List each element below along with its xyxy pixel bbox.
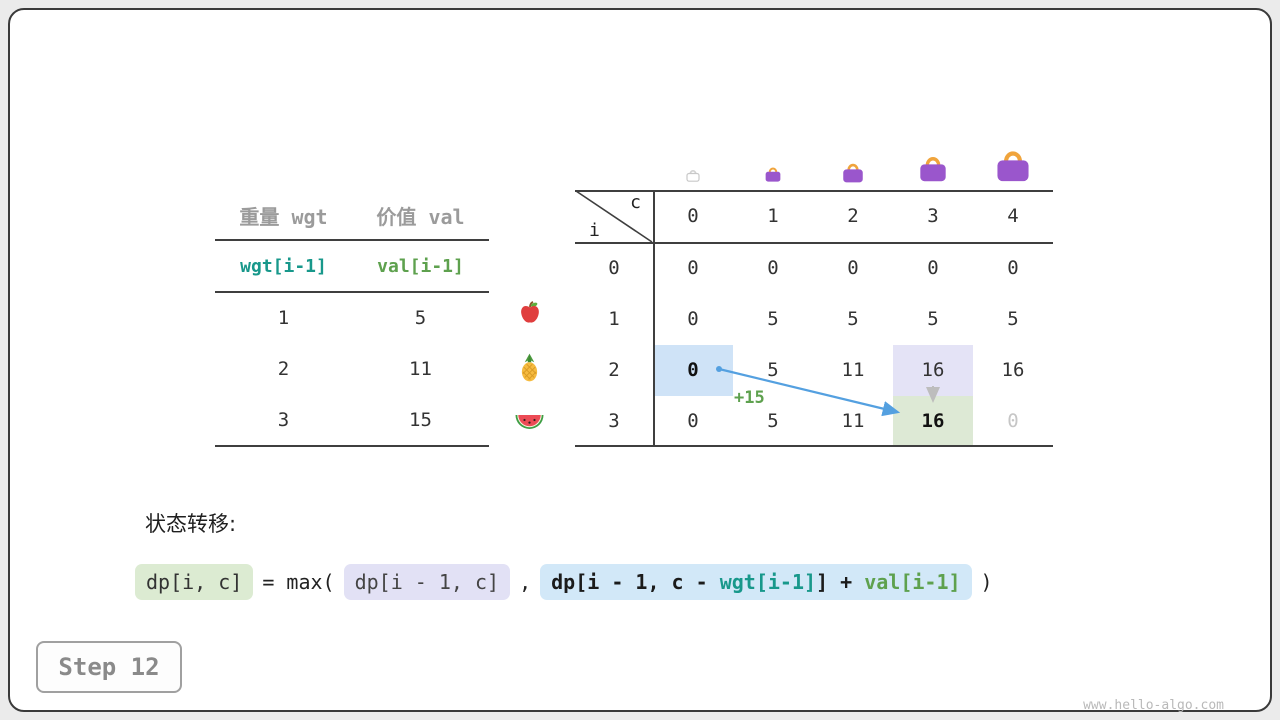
corner-cell: c i <box>575 190 653 243</box>
dp-cell: 5 <box>1007 308 1019 330</box>
row-variable-label: i <box>589 220 600 241</box>
dp-cell: 0 <box>687 257 699 279</box>
divider <box>215 445 489 447</box>
dp-col-header: 3 <box>927 205 939 227</box>
option2-middle: ] + <box>816 570 865 594</box>
pineapple-icon <box>521 353 538 382</box>
step-badge: Step 12 <box>36 641 182 693</box>
item-value: 5 <box>414 306 427 329</box>
dp-cell: 0 <box>847 257 859 279</box>
dp-cell: 5 <box>767 410 779 432</box>
bag-icon-medium <box>843 163 863 183</box>
transition-formula: dp[i, c] = max( dp[i - 1, c] , dp[i - 1,… <box>135 560 993 604</box>
dp-table: c i 0 1 2 3 4 0 1 2 3 0 0 0 0 0 0 5 5 5 <box>575 190 1053 447</box>
divider <box>215 239 489 241</box>
wgt-formula-label: wgt[i-1] <box>240 255 327 277</box>
dp-cell: 0 <box>687 410 699 432</box>
formula-option1-chip: dp[i - 1, c] <box>343 564 511 600</box>
highlight-cell-current <box>893 396 973 447</box>
dp-data-row: 0 5 5 5 5 <box>653 294 1053 345</box>
bag-icon-large <box>920 157 946 182</box>
dp-col-header: 4 <box>1007 205 1019 227</box>
dp-row-header: 1 <box>608 308 620 330</box>
watermelon-icon <box>515 415 544 429</box>
divider <box>575 190 1053 192</box>
apple-icon <box>521 301 539 323</box>
item-row: 2 11 <box>215 343 489 394</box>
divider <box>215 291 489 293</box>
divider <box>575 445 1053 447</box>
formula-lhs-chip: dp[i, c] <box>135 564 254 600</box>
formula-equals-max: = max( <box>262 570 335 594</box>
watermark: www.hello-algo.com <box>1083 698 1224 713</box>
items-table: 重量 wgt 价值 val wgt[i-1] val[i-1] 1 5 2 11… <box>215 190 489 447</box>
val-formula-label: val[i-1] <box>377 255 464 277</box>
dp-cell: 5 <box>847 308 859 330</box>
bag-icon-small <box>765 167 781 182</box>
dp-row-header: 3 <box>608 410 620 432</box>
dp-cell: 11 <box>841 359 865 381</box>
weight-column-header: 重量 wgt <box>239 204 328 229</box>
option2-prefix: dp[i - 1, c - <box>551 570 720 594</box>
value-column-header: 价值 val <box>376 204 465 229</box>
col-variable-label: c <box>630 192 641 213</box>
dp-data-row: 0 5 11 16 0 <box>653 396 1053 447</box>
divider <box>575 242 1053 244</box>
dp-cell: 11 <box>841 410 865 432</box>
transition-section-label: 状态转移: <box>145 512 237 536</box>
dp-cell: 16 <box>1001 359 1025 381</box>
dp-col-header: 0 <box>687 205 699 227</box>
dp-column-headers: 0 1 2 3 4 <box>653 190 1053 243</box>
item-weight: 2 <box>277 357 290 380</box>
formula-option2-chip: dp[i - 1, c - wgt[i-1]] + val[i-1] <box>540 564 972 600</box>
dp-cell-source: 0 <box>687 359 699 381</box>
dp-cell-current: 16 <box>921 410 945 432</box>
dp-cell: 0 <box>1007 257 1019 279</box>
item-row: 3 15 <box>215 394 489 445</box>
dp-col-header: 2 <box>847 205 859 227</box>
dp-cell: 0 <box>767 257 779 279</box>
dp-data-row: 0 5 11 16 16 <box>653 345 1053 396</box>
formula-comma: , <box>519 570 532 594</box>
dp-row-header: 0 <box>608 257 620 279</box>
item-weight: 3 <box>277 408 290 431</box>
dp-cell: 0 <box>687 308 699 330</box>
item-weight: 1 <box>277 306 290 329</box>
diagonal-line <box>575 190 653 243</box>
item-value: 11 <box>409 357 432 380</box>
option2-val-term: val[i-1] <box>864 570 961 594</box>
divider <box>653 190 655 447</box>
dp-cell: 5 <box>927 308 939 330</box>
items-table-formula-row: wgt[i-1] val[i-1] <box>215 240 489 292</box>
bag-icon-empty <box>686 170 700 182</box>
dp-cell-above: 16 <box>921 359 945 381</box>
plus-value-annotation: +15 <box>734 388 765 408</box>
item-row: 1 5 <box>215 292 489 343</box>
dp-row-header: 2 <box>608 359 620 381</box>
dp-col-header: 1 <box>767 205 779 227</box>
dp-cell: 0 <box>927 257 939 279</box>
dp-cell-pending: 0 <box>1007 410 1019 432</box>
formula-close-paren: ) <box>980 570 993 594</box>
option2-wgt-term: wgt[i-1] <box>719 570 817 594</box>
items-table-header-row: 重量 wgt 价值 val <box>215 190 489 240</box>
dp-cell: 5 <box>767 308 779 330</box>
item-value: 15 <box>409 408 432 431</box>
dp-data-row: 0 0 0 0 0 <box>653 243 1053 294</box>
bag-icon-xlarge <box>997 151 1029 182</box>
